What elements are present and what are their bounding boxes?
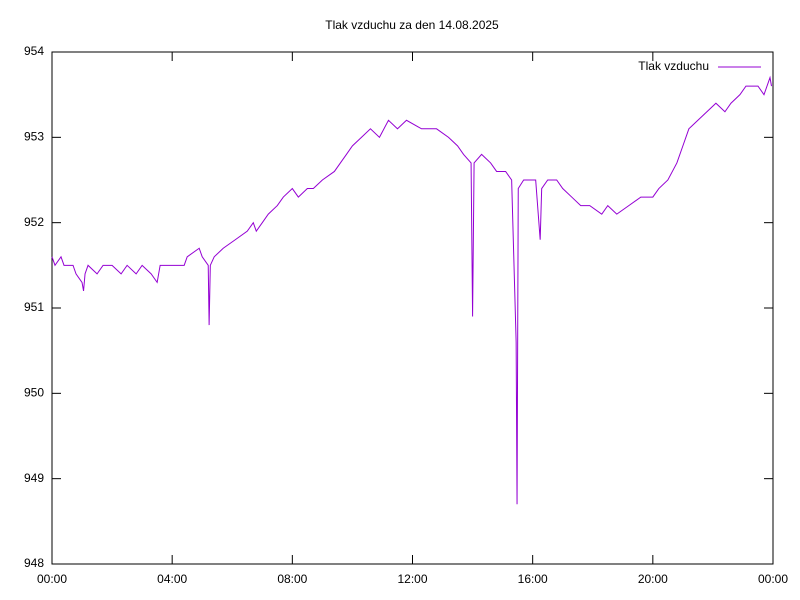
y-tick-label: 951 — [24, 300, 44, 314]
y-tick-label: 954 — [24, 44, 44, 58]
y-tick-label: 948 — [24, 556, 44, 570]
y-tick-label: 950 — [24, 386, 44, 400]
x-tick-label: 00:00 — [758, 572, 788, 586]
y-tick-label: 953 — [24, 130, 44, 144]
x-tick-label: 08:00 — [277, 572, 307, 586]
x-tick-label: 00:00 — [37, 572, 67, 586]
x-tick-label: 16:00 — [518, 572, 548, 586]
data-line — [51, 75, 772, 505]
x-tick-label: 20:00 — [638, 572, 668, 586]
x-tick-label: 04:00 — [157, 572, 187, 586]
legend-label: Tlak vzduchu — [638, 59, 709, 73]
chart-title: Tlak vzduchu za den 14.08.2025 — [325, 18, 499, 32]
plot-border — [51, 51, 774, 565]
x-tick-label: 12:00 — [397, 572, 427, 586]
y-tick-label: 952 — [24, 215, 44, 229]
y-tick-label: 949 — [24, 471, 44, 485]
